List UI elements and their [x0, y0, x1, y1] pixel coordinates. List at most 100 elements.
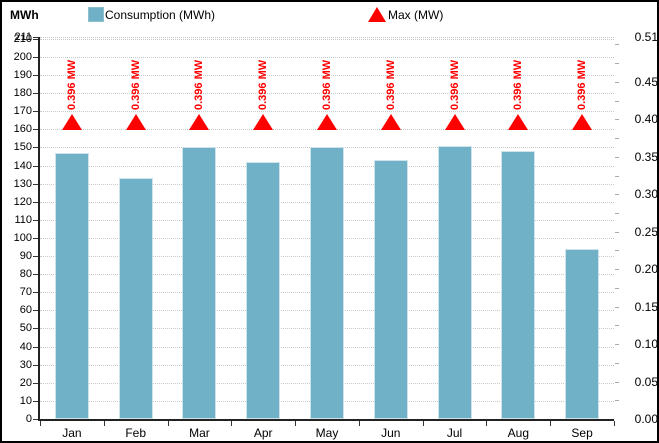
right-axis-tick-label: 0.51 — [634, 30, 658, 44]
right-axis-tick-label: 0.40 — [634, 112, 658, 127]
max-marker-triangle-feb — [125, 114, 146, 131]
x-axis-category-label: Jul — [446, 426, 463, 440]
left-axis-tick — [33, 237, 38, 239]
consumption-bar-aug — [501, 151, 536, 419]
left-axis-tick — [33, 256, 38, 258]
max-value-label: 0.396 MW — [129, 60, 142, 111]
left-axis-tick — [33, 274, 38, 276]
right-axis-tick — [615, 119, 619, 121]
left-axis-tick-label: 10 — [19, 394, 32, 407]
x-axis-category-label: Jun — [381, 426, 401, 440]
left-axis-tick-label: 180 — [13, 87, 32, 100]
right-axis-tick-label: 0.25 — [634, 224, 658, 239]
right-axis-tick — [615, 381, 619, 383]
left-axis-tick-label: 90 — [19, 250, 32, 263]
right-axis-tick — [615, 400, 619, 402]
y-axis-line — [38, 37, 40, 421]
right-axis-tick — [615, 194, 619, 196]
max-marker-triangle-mar — [189, 114, 210, 131]
left-axis-tick-label: 110 — [14, 213, 32, 226]
x-axis-tick — [422, 421, 424, 426]
left-axis-tick-label: 100 — [13, 231, 32, 244]
left-axis-tick — [33, 37, 38, 38]
consumption-bar-jul — [437, 145, 472, 419]
right-axis-tick — [615, 287, 619, 289]
max-value-label: 0.396 MW — [512, 60, 525, 111]
x-axis-category-label: Jan — [62, 426, 82, 440]
left-axis-tick-label: 160 — [13, 123, 32, 136]
left-axis-tick-label: 80 — [19, 268, 32, 281]
right-axis-tick — [615, 63, 619, 65]
x-axis-category-label: May — [315, 426, 339, 440]
consumption-bar-sep — [565, 248, 600, 419]
gridline — [40, 111, 614, 113]
x-axis-tick — [103, 421, 105, 426]
left-axis-tick — [33, 310, 38, 312]
left-axis-tick-label: 211 — [14, 31, 32, 43]
consumption-legend-square-icon — [88, 7, 104, 22]
consumption-bar-mar — [182, 147, 217, 419]
x-axis-tick — [167, 421, 169, 426]
left-axis-tick-label: 150 — [13, 141, 32, 154]
right-axis-tick — [615, 44, 619, 46]
right-axis-tick-label: 0.05 — [634, 374, 658, 389]
left-axis-tick-label: 200 — [13, 50, 32, 63]
left-axis-tick — [33, 292, 38, 294]
max-marker-triangle-sep — [572, 114, 593, 131]
gridline — [40, 56, 614, 58]
consumption-bar-may — [310, 147, 344, 419]
x-axis-tick — [295, 421, 297, 426]
left-axis-tick-label: 130 — [13, 177, 32, 190]
left-axis-tick — [33, 400, 38, 402]
right-axis-tick-label: 0.45 — [634, 74, 658, 89]
right-axis-tick — [615, 325, 619, 327]
gridline — [40, 93, 614, 95]
right-axis-tick-label: 0.35 — [634, 149, 658, 164]
max-legend-triangle-icon — [368, 7, 386, 22]
left-axis-tick — [33, 382, 38, 384]
left-axis-tick — [33, 165, 38, 167]
right-axis-tick-label: 0.30 — [634, 187, 658, 202]
x-axis-category-label: Feb — [125, 426, 146, 440]
left-axis-tick-label: 170 — [13, 105, 32, 118]
left-axis-tick-label: 50 — [19, 322, 32, 335]
left-axis-tick — [33, 93, 38, 95]
max-marker-triangle-jul — [444, 114, 465, 131]
x-axis-tick — [231, 421, 233, 426]
left-axis-tick — [33, 419, 38, 420]
right-axis-tick — [615, 213, 619, 215]
left-axis-tick-label: 120 — [13, 195, 32, 208]
consumption-bar-feb — [118, 178, 153, 419]
left-axis-tick-label: 30 — [19, 358, 32, 371]
x-axis-line — [38, 419, 614, 421]
max-marker-triangle-aug — [508, 114, 529, 131]
legend-max-label: Max (MW) — [388, 7, 444, 22]
left-axis-tick — [33, 111, 38, 113]
right-axis-tick — [615, 100, 619, 102]
right-axis-tick — [615, 269, 619, 271]
left-axis-tick-label: 210 — [13, 32, 32, 45]
left-axis-unit-label: MWh — [10, 8, 39, 22]
right-axis-tick — [615, 344, 619, 346]
left-axis-tick — [33, 56, 38, 58]
left-axis-tick-label: 70 — [19, 286, 32, 299]
left-axis-tick — [33, 201, 38, 203]
max-value-label: 0.396 MW — [65, 60, 78, 111]
right-axis-tick — [615, 306, 619, 308]
x-axis-tick — [40, 421, 41, 426]
legend-item-max: Max (MW) — [368, 7, 443, 22]
left-axis-tick-label: 20 — [19, 376, 32, 389]
max-marker-triangle-apr — [253, 114, 274, 131]
x-axis-category-label: Aug — [507, 426, 529, 440]
max-value-label: 0.396 MW — [321, 60, 333, 111]
consumption-bar-jan — [54, 152, 89, 419]
left-axis-tick-label: 0 — [25, 413, 32, 425]
max-marker-triangle-may — [317, 114, 337, 131]
left-axis-tick-label: 190 — [13, 69, 32, 82]
legend-item-consumption: Consumption (MWh) — [88, 7, 215, 22]
left-axis-tick — [33, 364, 38, 366]
left-axis-tick-label: 60 — [19, 304, 32, 317]
left-axis-tick — [33, 147, 38, 149]
left-axis-tick-label: 40 — [19, 340, 32, 353]
